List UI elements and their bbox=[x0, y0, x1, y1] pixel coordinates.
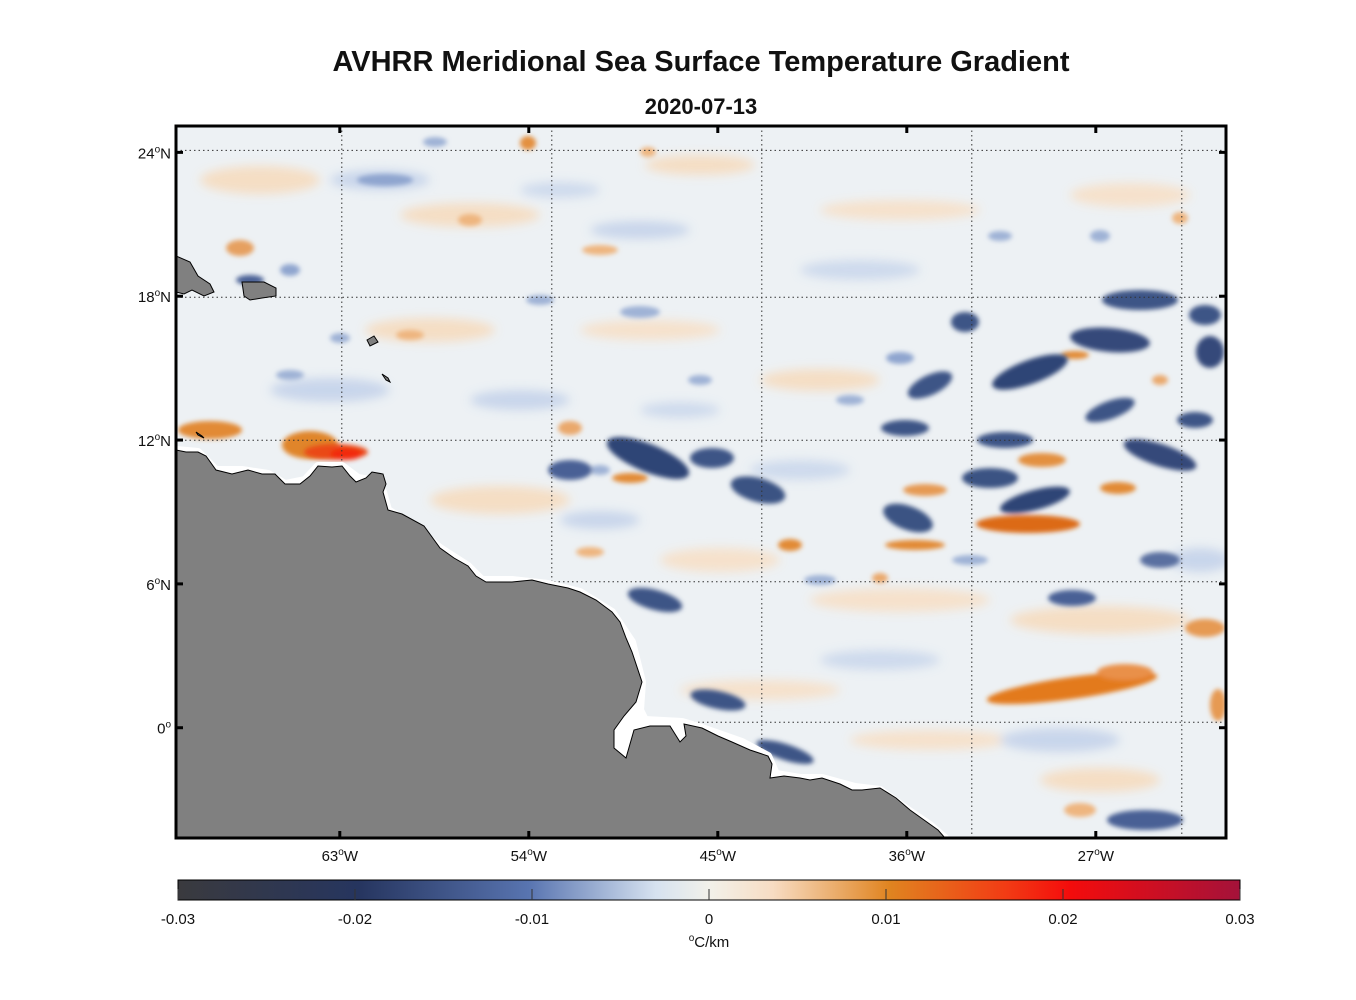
lat-tick-label: 18oN bbox=[138, 288, 171, 306]
land-south-america bbox=[176, 446, 949, 838]
sst-gradient-field bbox=[178, 136, 1226, 830]
longitude-tick-labels: 63oW 54oW 45oW 36oW 27oW bbox=[322, 847, 1115, 865]
lon-tick-label: 45oW bbox=[700, 847, 737, 865]
axis-ticks bbox=[176, 126, 1226, 838]
land-islands bbox=[176, 255, 392, 439]
lat-tick-label: 24oN bbox=[138, 144, 171, 162]
lon-tick-label: 63oW bbox=[322, 847, 359, 865]
colorbar-tick-label: -0.01 bbox=[515, 911, 549, 928]
colorbar-tick-label: 0.02 bbox=[1048, 911, 1077, 928]
colorbar-tick-label: -0.02 bbox=[338, 911, 372, 928]
colorbar-tick-label: -0.03 bbox=[161, 911, 195, 928]
colorbar-unit-label: oC/km bbox=[689, 933, 730, 951]
lat-tick-label: 6oN bbox=[146, 576, 171, 594]
lon-tick-label: 27oW bbox=[1078, 847, 1115, 865]
map-area bbox=[176, 126, 1226, 838]
lon-tick-label: 36oW bbox=[889, 847, 926, 865]
colorbar-tick-label: 0.03 bbox=[1225, 911, 1254, 928]
colorbar-tick-label: 0 bbox=[705, 911, 713, 928]
map-frame bbox=[174, 124, 1228, 840]
lon-tick-label: 54oW bbox=[511, 847, 548, 865]
latitude-tick-labels: 24oN 18oN 12oN 6oN 0o bbox=[138, 144, 172, 737]
lat-tick-label: 0o bbox=[157, 720, 171, 738]
lat-tick-label: 12oN bbox=[138, 432, 171, 450]
map-subtitle: 2020-07-13 bbox=[644, 94, 758, 119]
colorbar: -0.03 -0.02 -0.01 0 0.01 0.02 0.03 oC/km bbox=[161, 879, 1255, 951]
map-title: AVHRR Meridional Sea Surface Temperature… bbox=[332, 46, 1070, 78]
colorbar-tick-label: 0.01 bbox=[871, 911, 900, 928]
